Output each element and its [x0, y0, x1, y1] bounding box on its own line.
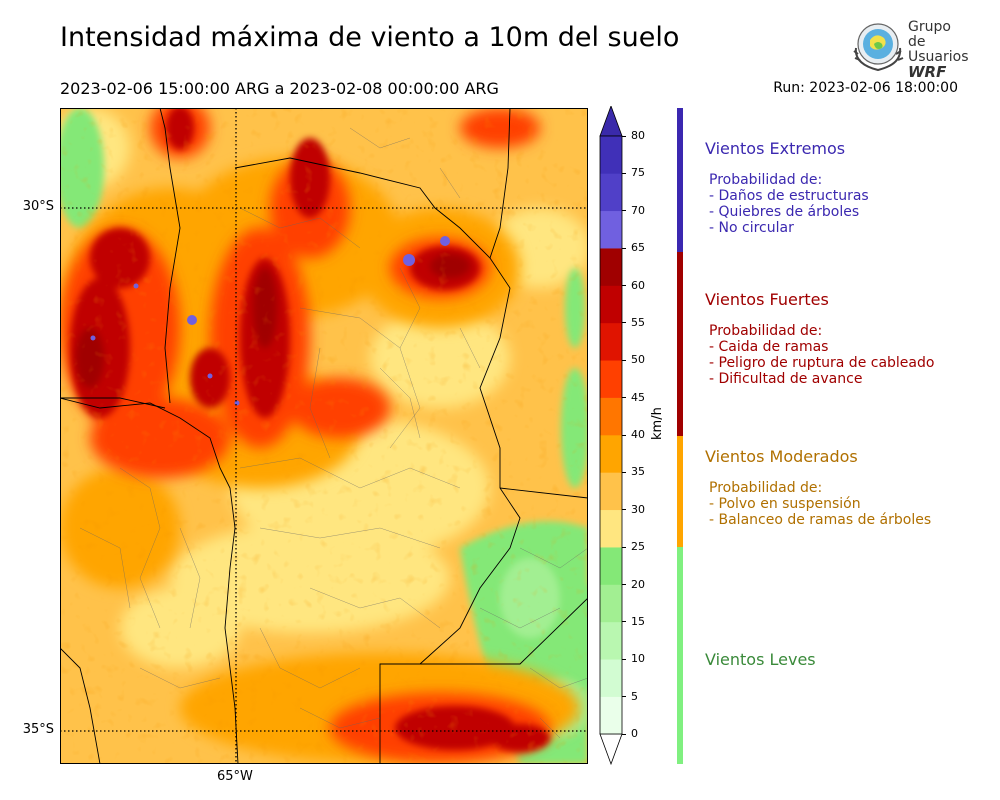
colorbar-cell	[600, 547, 622, 585]
colorbar-cell	[600, 696, 622, 735]
wind-map	[60, 108, 588, 764]
category-line: - Daños de estructuras	[709, 188, 869, 204]
run-timestamp: Run: 2023-02-06 18:00:00	[773, 80, 958, 96]
category-bar-segment	[677, 436, 683, 547]
colorbar-tick-mark	[622, 733, 626, 735]
category-line: - No circular	[709, 220, 794, 236]
colorbar-cell	[600, 621, 622, 660]
colorbar-tick-mark	[622, 658, 626, 660]
colorbar-tick-label: 50	[631, 353, 645, 367]
category-bar-segment	[677, 108, 683, 252]
colorbar-cell	[600, 472, 622, 511]
logo: Grupo de Usuarios WRF	[850, 18, 970, 80]
logo-line-2: Usuarios	[908, 49, 969, 65]
colorbar-tick-label: 80	[631, 129, 645, 142]
lon-label-65w: 65°W	[217, 769, 253, 784]
category-title: Vientos Extremos	[705, 139, 846, 158]
colorbar-cell	[600, 435, 622, 473]
colorbar-tick-mark	[622, 621, 626, 623]
category-line: Probabilidad de:	[709, 323, 823, 339]
colorbar-cell	[600, 659, 622, 697]
colorbar-tick-label: 40	[631, 428, 645, 441]
category-title: Vientos Moderados	[705, 447, 858, 466]
colorbar-tick-label: 70	[631, 203, 645, 217]
colorbar-tick-label: 5	[631, 689, 638, 703]
category-title: Vientos Leves	[705, 650, 816, 669]
colorbar-tick-mark	[622, 135, 626, 137]
category-line: - Peligro de ruptura de cableado	[709, 355, 935, 371]
colorbar-tick-mark	[622, 546, 626, 548]
colorbar-tick-label: 75	[631, 166, 645, 180]
lat-label-30s: 30°S	[22, 199, 54, 214]
colorbar-tick-label: 60	[631, 278, 645, 292]
colorbar-tick-mark	[622, 471, 626, 473]
logo-line-3: WRF	[908, 63, 947, 81]
category-bar	[677, 108, 683, 764]
colorbar-cell	[600, 322, 622, 361]
colorbar-tick-mark	[622, 584, 626, 585]
colorbar-tick-mark	[622, 210, 626, 212]
logo-line-1: Grupo de	[908, 19, 951, 50]
colorbar-tick-mark	[622, 397, 626, 399]
colorbar-tick-mark	[622, 434, 626, 436]
category-line: Probabilidad de:	[709, 172, 823, 188]
category-bar-segment	[677, 252, 683, 436]
category-line: Probabilidad de:	[709, 480, 823, 496]
colorbar-cell	[600, 397, 622, 436]
colorbar-tick-label: 20	[631, 577, 645, 591]
colorbar-tick-mark	[622, 285, 626, 286]
category-line: - Caida de ramas	[709, 339, 829, 355]
colorbar-tick-label: 45	[631, 390, 645, 404]
forecast-period: 2023-02-06 15:00:00 ARG a 2023-02-08 00:…	[60, 79, 499, 98]
category-line: - Quiebres de árboles	[709, 204, 860, 220]
colorbar-tick-label: 30	[631, 502, 645, 516]
colorbar	[599, 106, 623, 766]
colorbar-tick-mark	[622, 322, 626, 324]
colorbar-cell	[600, 360, 622, 398]
colorbar-tick-label: 55	[631, 315, 645, 329]
colorbar-cell	[600, 584, 622, 623]
colorbar-cell	[600, 136, 622, 174]
colorbar-unit: km/h	[650, 407, 665, 440]
colorbar-tick-label: 0	[631, 727, 638, 740]
colorbar-tick-mark	[622, 509, 626, 511]
lat-label-35s: 35°S	[22, 722, 54, 737]
colorbar-extend-high	[599, 106, 623, 137]
category-line: - Polvo en suspensión	[709, 496, 861, 512]
colorbar-cell	[600, 248, 622, 286]
colorbar-tick-label: 15	[631, 614, 645, 628]
colorbar-tick-mark	[622, 696, 626, 698]
colorbar-tick-label: 65	[631, 241, 645, 255]
colorbar-tick-label: 10	[631, 652, 645, 666]
category-line: - Balanceo de ramas de árboles	[709, 512, 932, 528]
category-line: - Dificultad de avance	[709, 371, 863, 387]
category-title: Vientos Fuertes	[705, 290, 829, 309]
category-bar-segment	[677, 547, 683, 764]
colorbar-extend-low	[599, 733, 623, 766]
colorbar-tick-label: 25	[631, 540, 645, 554]
colorbar-cell	[600, 509, 622, 548]
colorbar-tick-mark	[622, 359, 626, 361]
colorbar-tick-mark	[622, 247, 626, 249]
colorbar-tick-label: 35	[631, 465, 645, 479]
globe-emblem-icon	[853, 23, 904, 72]
colorbar-tick-mark	[622, 172, 626, 174]
colorbar-cell	[600, 173, 622, 212]
colorbar-cell	[600, 285, 622, 324]
colorbar-cell	[600, 210, 622, 249]
page-title: Intensidad máxima de viento a 10m del su…	[60, 22, 680, 53]
